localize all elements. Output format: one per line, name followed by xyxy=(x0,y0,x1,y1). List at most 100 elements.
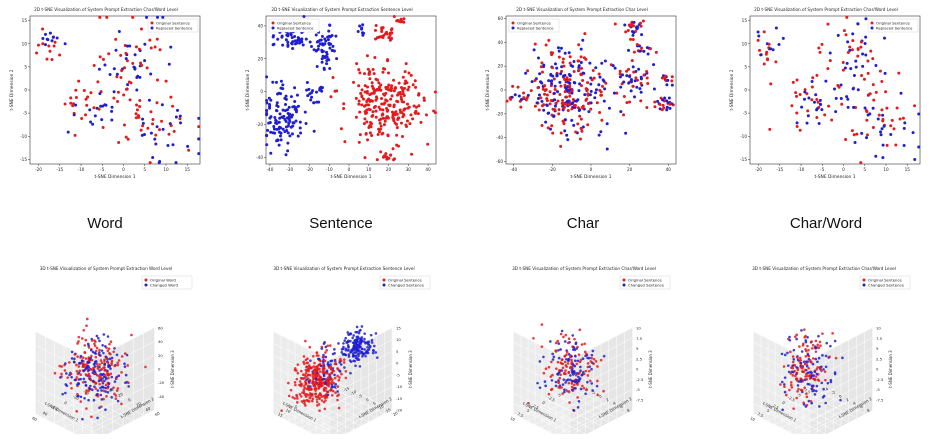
scatter-point xyxy=(611,64,615,68)
scatter-point xyxy=(381,131,385,135)
scatter-point xyxy=(811,76,815,80)
scatter-point xyxy=(50,39,54,43)
scatter-point xyxy=(577,375,580,379)
scatter-point xyxy=(561,106,565,110)
scatter-point xyxy=(575,372,579,375)
scatter-point xyxy=(819,103,823,107)
y-tick-label: 4 xyxy=(852,400,857,406)
scatter-point xyxy=(86,364,90,368)
scatter-point xyxy=(97,379,101,383)
scatter-point xyxy=(331,380,334,384)
scatter-point xyxy=(577,66,581,70)
scatter-point xyxy=(112,67,116,71)
scatter-point xyxy=(370,341,374,344)
scatter-point xyxy=(81,363,85,366)
scatter-point xyxy=(69,101,73,105)
scatter-point xyxy=(284,38,288,42)
scatter-point xyxy=(110,363,113,367)
scatter-point xyxy=(164,79,168,83)
scatter-point xyxy=(572,346,576,349)
scatter-point xyxy=(87,398,90,402)
scatter-point xyxy=(83,365,87,369)
scatter-point xyxy=(603,59,607,63)
z-tick-label: 0 xyxy=(396,361,399,366)
scatter-point xyxy=(584,98,588,102)
scatter-point xyxy=(550,82,554,86)
scatter-point xyxy=(837,85,841,89)
scatter-point xyxy=(392,89,396,93)
y-tick-label: 0 xyxy=(744,88,747,93)
scatter-point xyxy=(139,27,143,31)
scatter-point xyxy=(396,93,400,97)
scatter-point xyxy=(581,384,584,388)
x-tick-label: -20 xyxy=(72,394,80,402)
scatter-point xyxy=(172,129,176,133)
scatter-point xyxy=(300,369,303,373)
scatter-point xyxy=(780,352,784,356)
scatter-point xyxy=(541,87,545,91)
x-tick-label: 0 xyxy=(781,400,786,406)
scatter-point xyxy=(783,353,787,357)
scatter-point xyxy=(803,386,806,389)
scatter-point xyxy=(365,108,369,112)
scatter-point xyxy=(586,102,590,106)
scatter-point xyxy=(790,104,794,108)
scatter-point xyxy=(574,354,577,358)
scatter-point xyxy=(551,352,554,356)
scatter-point xyxy=(547,79,551,83)
scatter-point xyxy=(125,44,129,48)
tsne-3d-sentence-chart: 3D t-SNE Visualization of System Prompt … xyxy=(273,266,431,434)
scatter-point xyxy=(820,369,823,373)
scatter-point xyxy=(87,368,90,372)
scatter-point xyxy=(271,43,275,47)
scatter-point xyxy=(522,91,526,95)
scatter-point xyxy=(377,35,381,39)
scatter-point xyxy=(625,69,629,73)
scatter-point xyxy=(148,161,152,165)
scatter-point xyxy=(85,389,88,392)
scatter-point xyxy=(632,70,636,74)
scatter-point xyxy=(74,95,78,99)
scatter-point xyxy=(114,394,118,397)
scatter-point xyxy=(317,354,320,357)
scatter-point xyxy=(577,43,581,47)
x-tick-label: -20 xyxy=(306,167,313,172)
scatter-point xyxy=(803,90,807,94)
scatter-point xyxy=(387,83,391,87)
scatter-point xyxy=(867,93,871,97)
scatter-point xyxy=(797,387,800,391)
scatter-point xyxy=(97,336,100,340)
scatter-point xyxy=(265,133,269,137)
scatter-point xyxy=(320,50,324,54)
legend-entry: Changed Sentence xyxy=(388,283,425,288)
scatter-point xyxy=(846,105,850,109)
scatter-point xyxy=(65,372,68,375)
scatter-point xyxy=(101,372,105,376)
scatter-point xyxy=(573,383,576,387)
scatter-point xyxy=(53,40,57,44)
scatter-point xyxy=(860,74,864,78)
scatter-point xyxy=(289,33,293,37)
scatter-point xyxy=(911,131,915,135)
x-axis-label: t-SNE Dimension 1 xyxy=(814,174,855,180)
scatter-point xyxy=(145,66,149,70)
scatter-point xyxy=(562,372,566,375)
scatter-point xyxy=(334,34,338,38)
scatter-point xyxy=(271,131,275,135)
scatter-point xyxy=(376,132,380,136)
scatter-point xyxy=(312,377,315,380)
scatter-point xyxy=(806,344,809,348)
scatter-point xyxy=(328,377,332,380)
scatter-point xyxy=(104,369,107,372)
grid-line xyxy=(35,345,93,374)
legend-marker xyxy=(382,283,386,287)
scatter-point xyxy=(375,158,379,162)
scatter-point xyxy=(391,113,395,117)
scatter-point xyxy=(329,359,332,363)
scatter-point xyxy=(805,364,809,368)
y-tick-label: -2 xyxy=(590,389,596,396)
x-tick-label: 15 xyxy=(277,411,284,418)
scatter-point xyxy=(326,38,330,42)
scatter-point xyxy=(422,98,426,102)
scatter-point xyxy=(286,112,290,116)
